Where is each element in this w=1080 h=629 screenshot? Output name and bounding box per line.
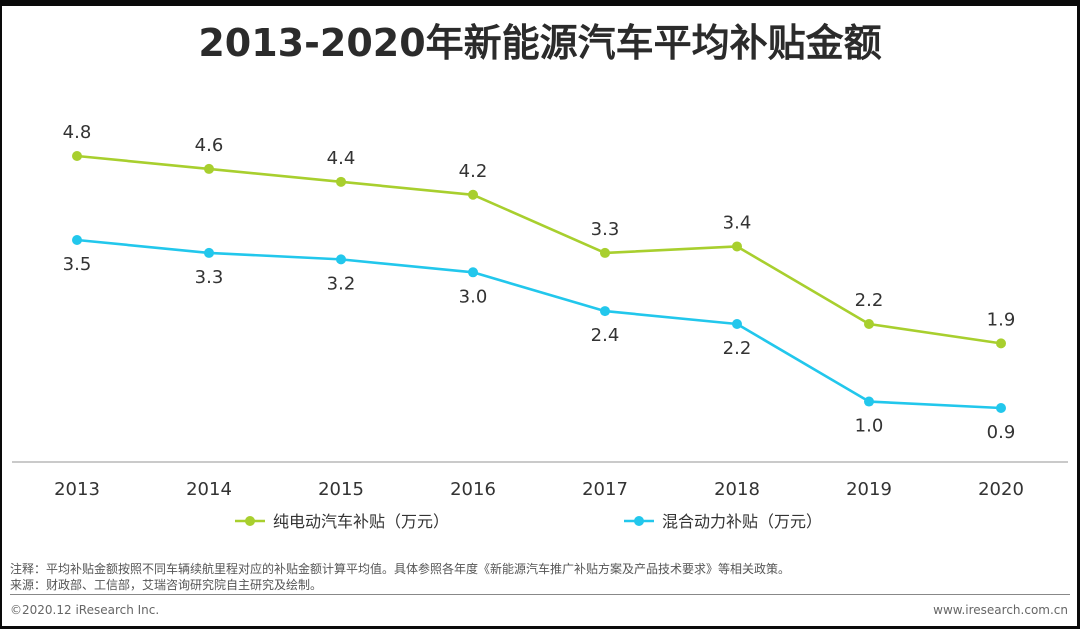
x-tick-label: 2014 xyxy=(186,479,232,500)
data-point xyxy=(72,235,82,245)
data-label: 4.6 xyxy=(195,135,224,156)
x-tick-label: 2018 xyxy=(714,479,760,500)
legend-label-1: 纯电动汽车补贴（万元） xyxy=(273,512,449,531)
data-label: 2.2 xyxy=(723,338,752,359)
data-label: 3.5 xyxy=(63,254,92,275)
x-tick-label: 2015 xyxy=(318,479,364,500)
data-point xyxy=(732,319,742,329)
legend-label-2: 混合动力补贴（万元） xyxy=(662,512,822,531)
series-line-1 xyxy=(76,154,1002,345)
bottom-border xyxy=(0,626,1080,629)
x-tick-label: 2016 xyxy=(450,479,496,500)
data-label: 3.4 xyxy=(723,212,752,233)
data-point xyxy=(336,176,346,187)
data-label: 4.4 xyxy=(327,148,356,169)
data-point xyxy=(204,247,214,258)
left-border xyxy=(0,0,2,629)
data-label: 0.9 xyxy=(987,422,1016,443)
data-label: 2.2 xyxy=(855,290,884,311)
data-label: 3.3 xyxy=(195,267,224,288)
top-border xyxy=(0,0,1080,6)
chart-source: 来源：财政部、工信部，艾瑞咨询研究院自主研究及绘制。 xyxy=(10,578,323,592)
x-tick-label: 2013 xyxy=(54,479,100,500)
data-point xyxy=(204,163,214,174)
footer-divider xyxy=(10,594,1070,595)
footer-website[interactable]: www.iresearch.com.cn xyxy=(933,603,1068,617)
legend-marker-1 xyxy=(245,516,255,526)
data-label: 1.0 xyxy=(855,416,884,437)
chart-title: 2013-2020年新能源汽车平均补贴金额 xyxy=(198,21,882,65)
series-line-2 xyxy=(76,238,1002,410)
data-label: 1.9 xyxy=(987,309,1016,330)
x-tick-label: 2017 xyxy=(582,479,628,500)
data-label: 3.3 xyxy=(591,219,620,240)
data-point xyxy=(600,306,610,317)
data-point xyxy=(72,151,82,161)
data-point xyxy=(864,396,874,407)
chart-note: 注释：平均补贴金额按照不同车辆续航里程对应的补贴金额计算平均值。具体参照各年度《… xyxy=(10,562,791,576)
line-chart: 2013 2014 2015 2016 2017 2018 2019 2020 4.8 4.6 4.… xyxy=(12,122,1068,531)
legend-marker-2 xyxy=(634,516,644,526)
footer-copyright: ©2020.12 iResearch Inc. xyxy=(10,603,160,617)
data-point xyxy=(864,319,874,329)
right-border xyxy=(1077,0,1080,629)
data-label: 3.0 xyxy=(459,286,488,307)
data-label: 2.4 xyxy=(591,325,620,346)
data-point xyxy=(336,254,346,265)
data-point xyxy=(996,338,1006,349)
x-tick-label: 2020 xyxy=(978,479,1024,500)
data-point xyxy=(732,241,742,252)
data-point xyxy=(468,267,478,278)
x-tick-label: 2019 xyxy=(846,479,892,500)
data-label: 3.2 xyxy=(327,273,356,294)
data-point xyxy=(600,247,610,258)
data-label: 4.8 xyxy=(63,122,92,143)
data-point xyxy=(996,403,1006,413)
data-point xyxy=(468,189,478,200)
data-label: 4.2 xyxy=(459,161,488,182)
